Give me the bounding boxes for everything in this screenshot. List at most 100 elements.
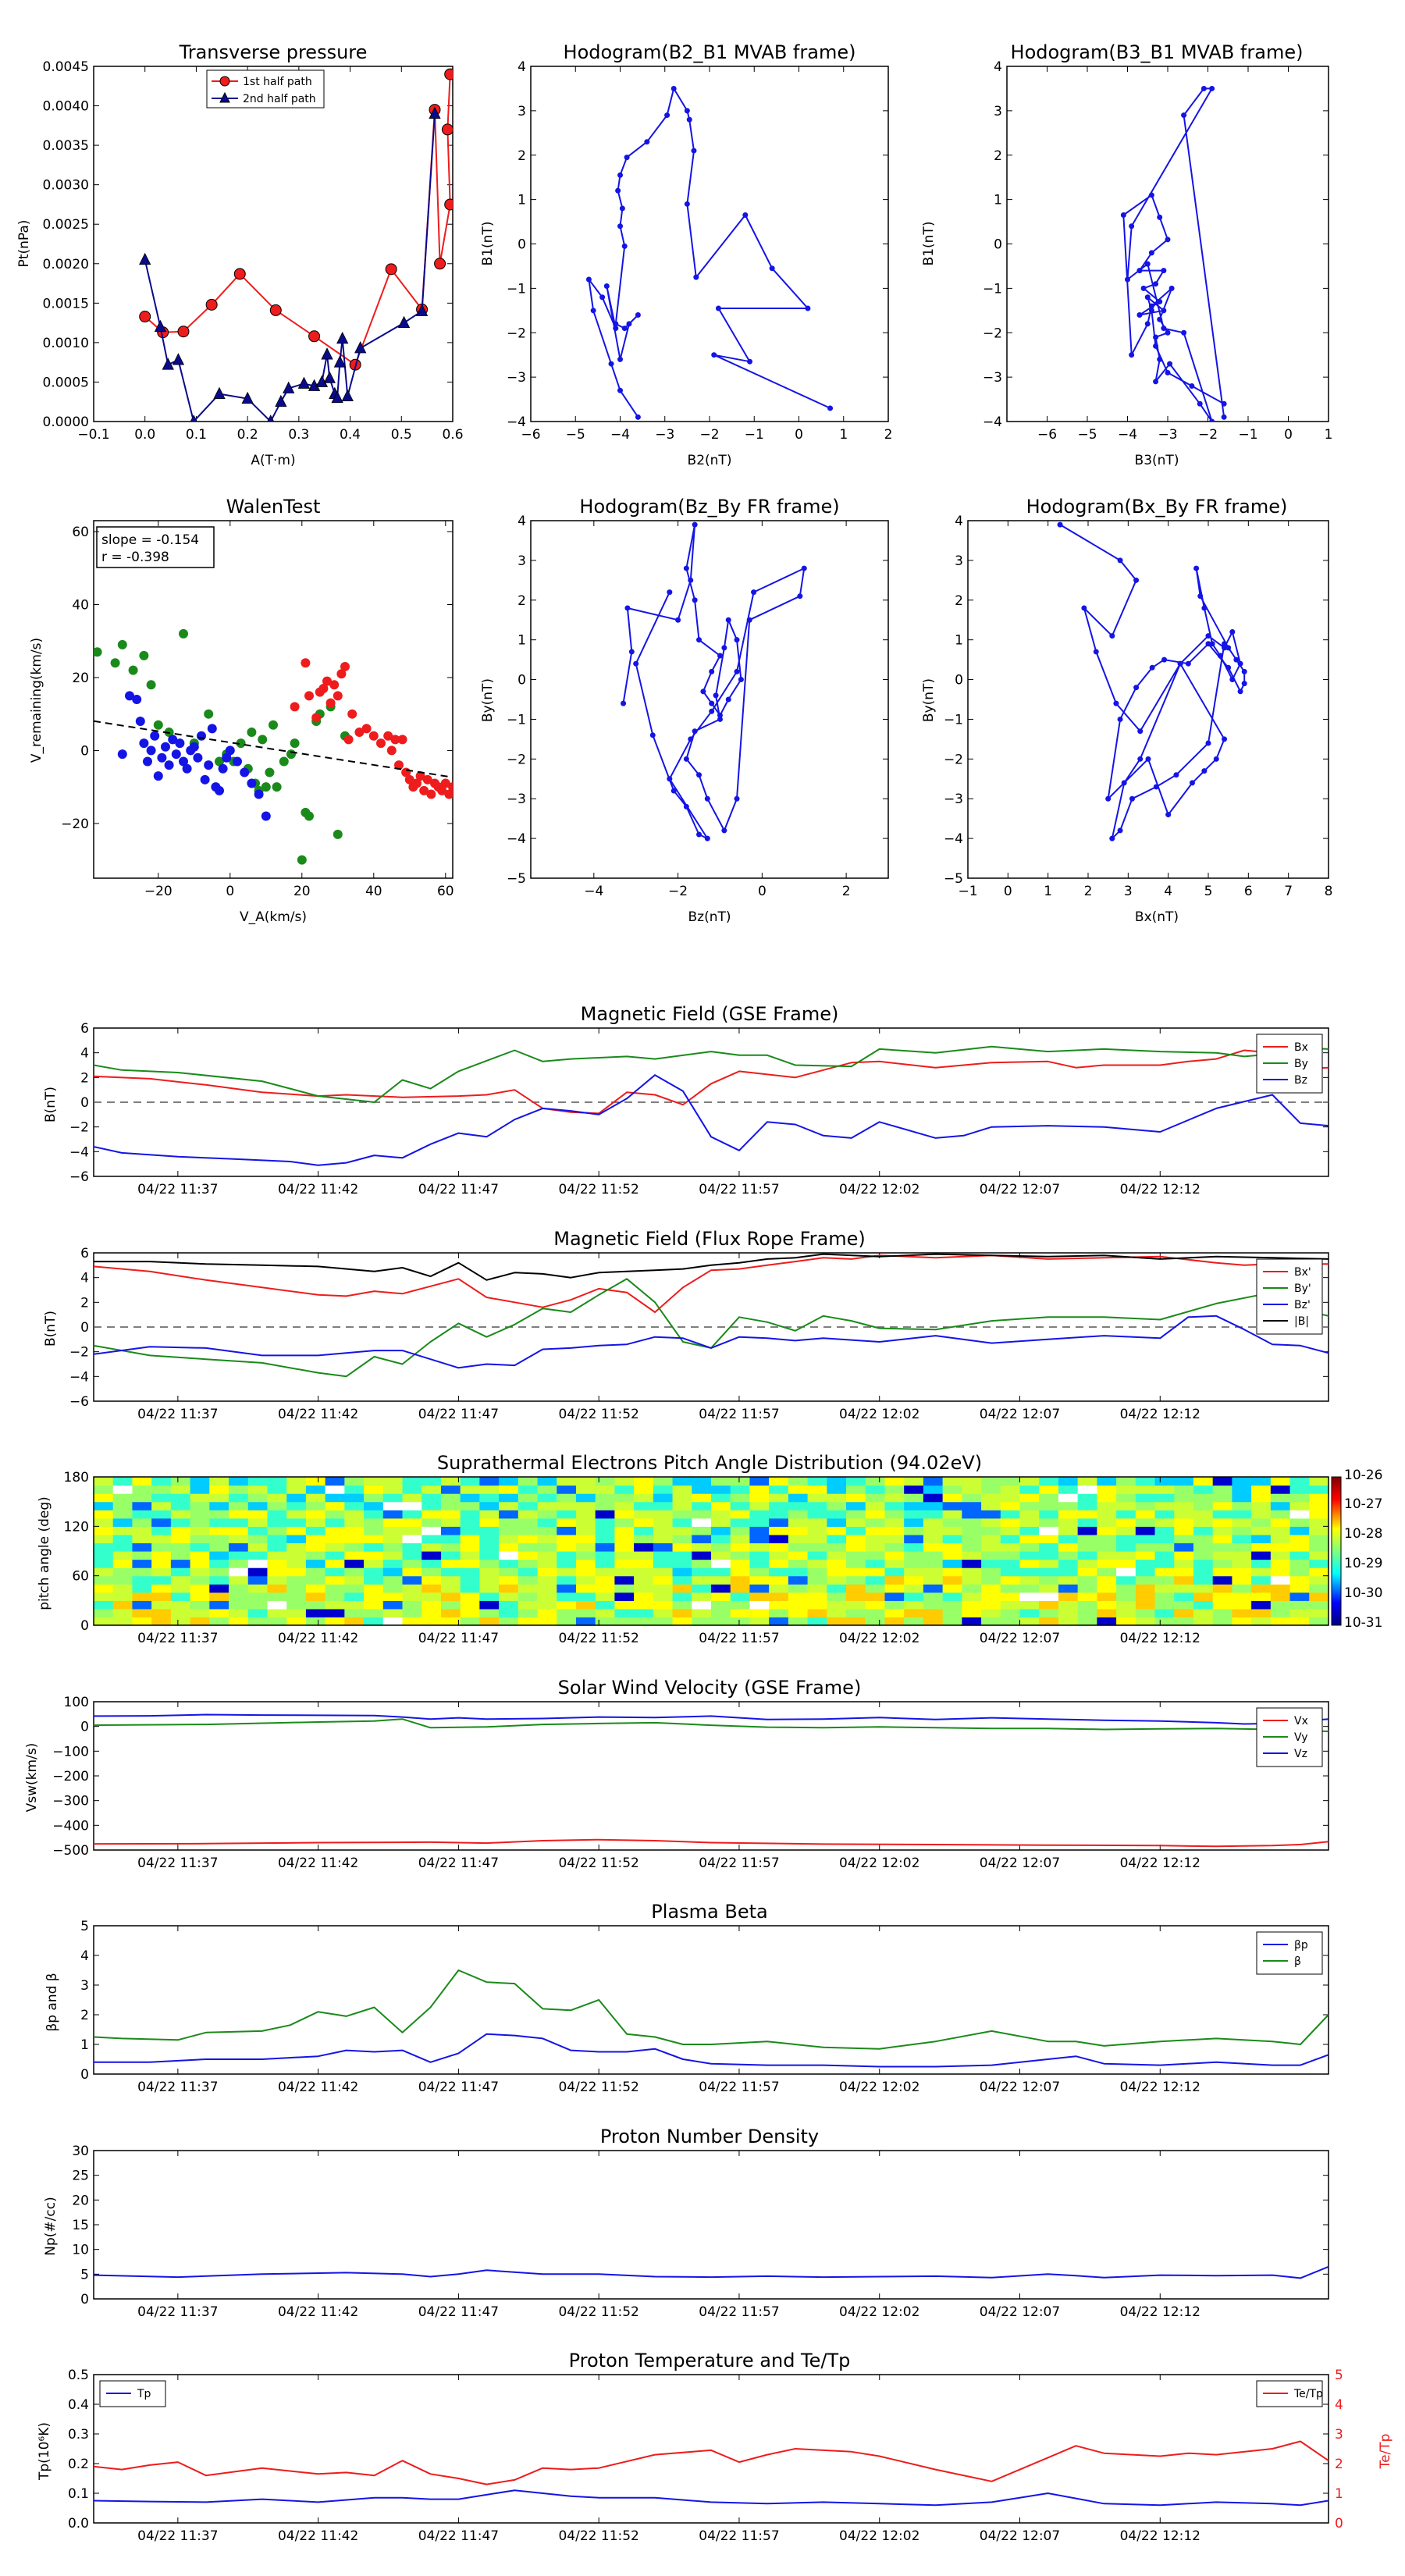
pad-cell xyxy=(325,1510,345,1519)
h3-point xyxy=(801,565,807,571)
pad-cell xyxy=(1174,1600,1194,1610)
tp-point-2nd xyxy=(154,319,167,333)
walen-point-green xyxy=(247,728,257,738)
pad-cell xyxy=(1000,1477,1021,1486)
pad-cell xyxy=(962,1617,982,1626)
pad-cell xyxy=(807,1534,827,1544)
h4-point xyxy=(1241,681,1247,687)
beta-xtick-label: 04/22 11:47 xyxy=(418,2080,499,2095)
h1-ytick-label: −1 xyxy=(507,281,526,297)
walen-point-blue xyxy=(132,695,142,704)
pad-cell xyxy=(364,1501,384,1510)
h2-point xyxy=(1144,261,1151,267)
pad-cell xyxy=(865,1575,886,1585)
h1-point xyxy=(621,243,628,249)
pad-cell xyxy=(94,1600,114,1610)
mag_fr-xtick-label: 04/22 11:37 xyxy=(137,1407,218,1422)
walen-point-red xyxy=(329,680,340,690)
h4-xtick-label: 3 xyxy=(1124,884,1133,899)
h4-point xyxy=(1137,728,1144,735)
tp-ytick-label: 0.0015 xyxy=(43,296,89,311)
pad-cell xyxy=(537,1584,557,1593)
pad-cell xyxy=(1000,1526,1021,1535)
walen-point-blue xyxy=(135,717,145,727)
pad-cell xyxy=(595,1485,616,1494)
pad-cell xyxy=(1039,1477,1059,1486)
pad-cell xyxy=(1000,1584,1021,1593)
pad-cell xyxy=(518,1485,539,1494)
pad-cell xyxy=(1309,1485,1329,1494)
pad-cell xyxy=(981,1526,1001,1535)
beta-ylabel: βp and β xyxy=(44,1973,60,2031)
pad-cell xyxy=(209,1584,229,1593)
pad-cell xyxy=(1174,1575,1194,1585)
h1-ytick-label: −2 xyxy=(507,326,526,341)
pad-cell xyxy=(364,1608,384,1618)
walen-point-red xyxy=(322,676,332,686)
pad-cell xyxy=(923,1551,944,1560)
pad-cell xyxy=(499,1477,519,1486)
h3-ylabel: By(nT) xyxy=(480,678,496,722)
pad-cell xyxy=(595,1592,616,1601)
pad-cell xyxy=(1251,1510,1272,1519)
h2-point xyxy=(1157,316,1163,322)
pad-cell xyxy=(827,1592,847,1601)
walen-point-red xyxy=(290,702,300,712)
pad-cell xyxy=(788,1584,809,1593)
mag_gse-legend-label: By xyxy=(1294,1058,1308,1070)
pad-cell xyxy=(575,1534,596,1544)
pad-cell xyxy=(325,1600,345,1610)
np-xtick-label: 04/22 12:02 xyxy=(839,2304,919,2320)
pad-cell xyxy=(730,1608,751,1618)
vsw-ytick-label: −500 xyxy=(52,1843,89,1859)
h3-point xyxy=(683,565,689,571)
pad-cell xyxy=(190,1608,210,1618)
pad-cell xyxy=(382,1501,404,1510)
pad-cell xyxy=(1193,1567,1214,1577)
pad-cell xyxy=(1039,1526,1059,1535)
pad-cell xyxy=(769,1584,789,1593)
pad-cell xyxy=(170,1617,191,1626)
h3-path xyxy=(622,524,806,840)
pad-cell xyxy=(1000,1567,1021,1577)
pad-cell xyxy=(981,1584,1001,1593)
vsw-ytick-label: −300 xyxy=(52,1794,89,1809)
pad-cell xyxy=(479,1477,500,1486)
vsw-ytick-label: −200 xyxy=(52,1769,89,1784)
pad-cell xyxy=(1251,1485,1272,1494)
pad-cell xyxy=(305,1608,326,1618)
pad-cell xyxy=(904,1559,924,1568)
np-ytick-label: 5 xyxy=(80,2267,89,2282)
walen-point-green xyxy=(146,680,156,690)
pad-cell xyxy=(190,1526,210,1535)
pad-cell xyxy=(769,1551,789,1560)
pad-cell xyxy=(286,1534,307,1544)
pad-cell xyxy=(865,1551,886,1560)
pad-cell xyxy=(769,1617,789,1626)
h2-point xyxy=(1136,268,1143,274)
pad-cell xyxy=(846,1542,866,1552)
pad-cell xyxy=(151,1526,172,1535)
pad-cell xyxy=(112,1592,133,1601)
pad-cell xyxy=(769,1567,789,1577)
pad-cell xyxy=(305,1493,326,1503)
pad-cell xyxy=(827,1501,847,1510)
pad-cell xyxy=(1039,1592,1059,1601)
pad-cell xyxy=(1289,1477,1310,1486)
pad-cell xyxy=(112,1501,133,1510)
mag-fr-ylabel: B(nT) xyxy=(43,1311,59,1347)
pad-cell xyxy=(653,1608,674,1618)
pad-cell xyxy=(788,1551,809,1560)
pad-cell xyxy=(749,1617,770,1626)
pad-cell xyxy=(422,1526,442,1535)
tp-ytick-label: 0.0000 xyxy=(43,415,89,430)
h1-point xyxy=(599,294,606,301)
h1-point xyxy=(691,148,697,154)
pad-cell xyxy=(1039,1510,1059,1519)
pad-cell xyxy=(1309,1542,1329,1552)
pad-cell xyxy=(537,1617,557,1626)
vsw-xtick-label: 04/22 12:07 xyxy=(980,1856,1060,1871)
pad-cell xyxy=(1154,1567,1175,1577)
tp-ylabel: Pt(nPa) xyxy=(16,220,32,268)
pad-cell xyxy=(1097,1617,1117,1626)
